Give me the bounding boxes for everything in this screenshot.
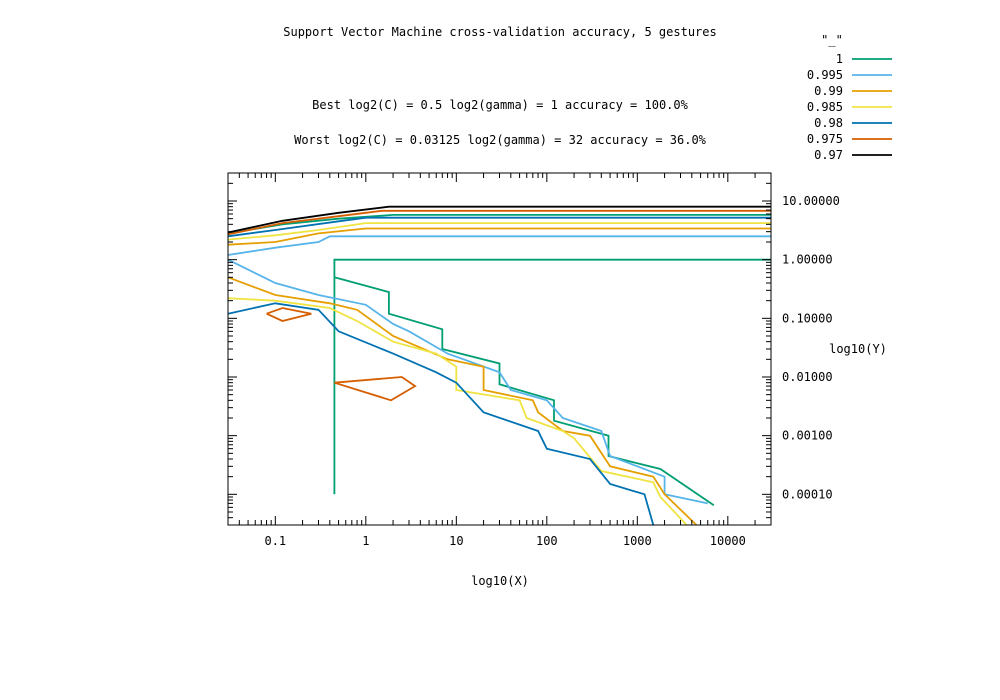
contour-line-0_98-0 xyxy=(227,216,771,238)
series-0_97 xyxy=(227,205,771,234)
contour-line-0_98-1 xyxy=(227,302,655,526)
y-tick-label: 0.00100 xyxy=(782,429,833,443)
legend-label: 0.99 xyxy=(814,84,843,98)
y-tick-label: 10.00000 xyxy=(782,194,840,208)
series-0_98 xyxy=(227,216,771,526)
series-0_99 xyxy=(227,227,771,526)
contour-line-0_985-0 xyxy=(227,222,771,241)
x-tick-label: 1000 xyxy=(623,534,652,548)
y-tick-label: 0.00010 xyxy=(782,487,833,501)
contour-line-0_99-0 xyxy=(227,227,771,246)
x-tick-label: 100 xyxy=(536,534,558,548)
legend-label: 0.98 xyxy=(814,116,843,130)
x-tick-label: 10000 xyxy=(710,534,746,548)
y-axis-label: log10(Y) xyxy=(829,342,887,356)
chart-title: Support Vector Machine cross-validation … xyxy=(283,25,716,39)
chart-subtitle-best: Best log2(C) = 0.5 log2(gamma) = 1 accur… xyxy=(312,98,688,112)
legend-label: 0.995 xyxy=(807,68,843,82)
legend-label: 0.975 xyxy=(807,132,843,146)
contour-line-0_97-0 xyxy=(227,205,771,234)
series-0_975 xyxy=(227,209,771,402)
contour-line-0_975-0 xyxy=(266,307,312,322)
contour-line-0_99-1 xyxy=(227,276,698,526)
legend: 1 0.995 0.99 0.985 0.98 0.975 0.97 xyxy=(807,52,892,162)
x-tick-label: 1 xyxy=(362,534,369,548)
contour-line-0_995-1 xyxy=(227,258,708,505)
series-0_995 xyxy=(227,235,771,505)
series-0_985 xyxy=(227,222,771,526)
contour-line-0_995-0 xyxy=(227,235,771,256)
y-tick-label: 1.00000 xyxy=(782,253,833,267)
axis-ticks: 0.1 1 10 100 1000 10000 10.00000 1.00000 0.10000… xyxy=(227,172,840,548)
contour-line-0_975-1 xyxy=(334,376,417,402)
contour-line-0_975-2 xyxy=(227,209,771,236)
series-1 xyxy=(227,213,771,507)
chart-subtitle-worst: Worst log2(C) = 0.03125 log2(gamma) = 32… xyxy=(294,133,707,147)
legend-label: 0.985 xyxy=(807,100,843,114)
plot-frame xyxy=(227,172,772,526)
contour-line-0_985-1 xyxy=(227,297,688,526)
legend-label: 0.97 xyxy=(814,148,843,162)
x-tick-label: 10 xyxy=(449,534,463,548)
legend-label: 1 xyxy=(836,52,843,66)
legend-title: "_" xyxy=(821,33,843,47)
contour-line-1-0 xyxy=(333,258,771,495)
x-axis-label: log10(X) xyxy=(471,574,529,588)
series-layer xyxy=(227,205,771,526)
contour-line-1-1 xyxy=(334,276,715,507)
x-tick-label: 0.1 xyxy=(264,534,286,548)
y-tick-label: 0.10000 xyxy=(782,311,833,325)
y-tick-label: 0.01000 xyxy=(782,370,833,384)
